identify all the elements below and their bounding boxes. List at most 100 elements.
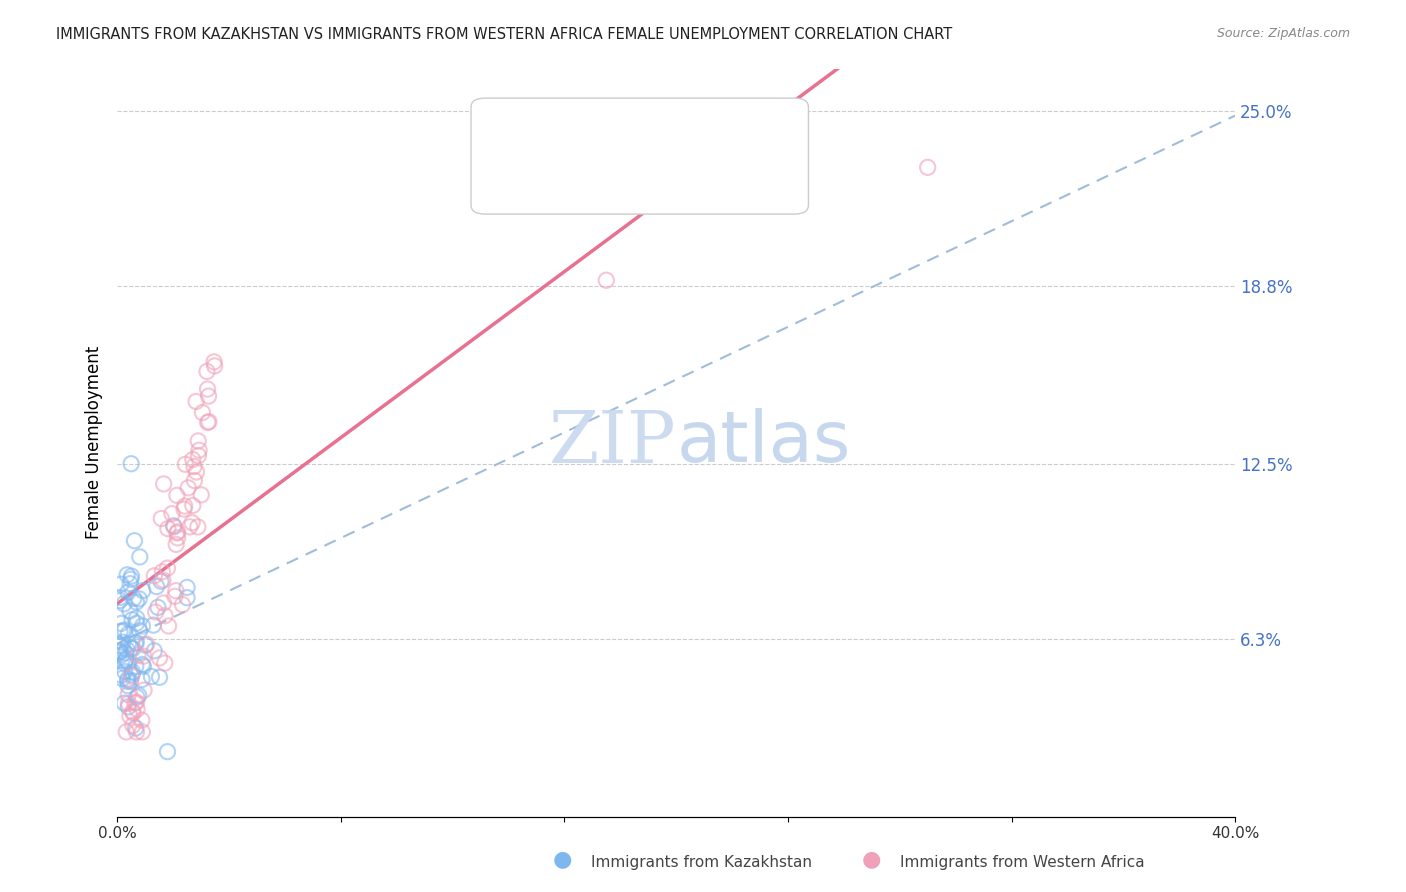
Immigrants from Kazakhstan (108, 624, 131, 639)
Immigrants from Western Africa (145, 605, 167, 619)
Immigrants from Kazakhstan (117, 699, 139, 714)
Immigrants from Kazakhstan (124, 636, 146, 650)
Immigrants from Kazakhstan (122, 591, 145, 606)
Immigrants from Kazakhstan (120, 457, 142, 471)
Immigrants from Western Africa (179, 520, 201, 534)
Immigrants from Kazakhstan (128, 624, 150, 638)
Immigrants from Western Africa (187, 449, 209, 463)
Immigrants from Western Africa (121, 669, 143, 683)
Immigrants from Western Africa (160, 507, 183, 521)
Text: 0.267: 0.267 (586, 125, 644, 143)
Immigrants from Kazakhstan (117, 655, 139, 669)
Immigrants from Kazakhstan (125, 616, 148, 631)
Immigrants from Kazakhstan (114, 646, 136, 660)
Immigrants from Western Africa (181, 452, 204, 467)
Immigrants from Kazakhstan (131, 657, 153, 672)
Immigrants from Kazakhstan (108, 593, 131, 607)
Immigrants from Kazakhstan (111, 648, 134, 662)
Immigrants from Western Africa (183, 474, 205, 488)
Immigrants from Western Africa (187, 520, 209, 534)
Bar (498, 161, 527, 187)
Immigrants from Kazakhstan (120, 576, 142, 591)
Immigrants from Western Africa (125, 702, 148, 716)
Immigrants from Kazakhstan (117, 585, 139, 599)
Immigrants from Western Africa (122, 718, 145, 732)
Immigrants from Kazakhstan (128, 689, 150, 703)
Immigrants from Western Africa (166, 524, 188, 539)
Immigrants from Kazakhstan (132, 659, 155, 673)
Immigrants from Western Africa (188, 443, 211, 458)
Immigrants from Western Africa (127, 648, 149, 663)
Immigrants from Kazakhstan (145, 580, 167, 594)
Text: Immigrants from Western Africa: Immigrants from Western Africa (900, 855, 1144, 870)
Text: Immigrants from Kazakhstan: Immigrants from Kazakhstan (591, 855, 811, 870)
Immigrants from Western Africa (173, 502, 195, 516)
Immigrants from Kazakhstan (121, 667, 143, 681)
Text: N =: N = (675, 165, 716, 183)
Immigrants from Kazakhstan (111, 624, 134, 638)
Immigrants from Kazakhstan (125, 595, 148, 609)
Immigrants from Western Africa (125, 695, 148, 709)
Immigrants from Kazakhstan (149, 574, 172, 589)
Immigrants from Kazakhstan (108, 591, 131, 605)
Immigrants from Kazakhstan (124, 721, 146, 735)
Immigrants from Western Africa (156, 561, 179, 575)
Text: atlas: atlas (676, 408, 851, 477)
Text: Source: ZipAtlas.com: Source: ZipAtlas.com (1216, 27, 1350, 40)
Immigrants from Kazakhstan (117, 637, 139, 651)
Immigrants from Kazakhstan (162, 518, 184, 533)
Immigrants from Kazakhstan (131, 673, 153, 687)
Immigrants from Western Africa (197, 382, 219, 396)
Immigrants from Western Africa (152, 573, 174, 587)
Immigrants from Western Africa (187, 434, 209, 448)
Immigrants from Kazakhstan (114, 623, 136, 637)
Immigrants from Western Africa (181, 516, 204, 530)
Text: IMMIGRANTS FROM KAZAKHSTAN VS IMMIGRANTS FROM WESTERN AFRICA FEMALE UNEMPLOYMENT: IMMIGRANTS FROM KAZAKHSTAN VS IMMIGRANTS… (56, 27, 952, 42)
Immigrants from Western Africa (115, 725, 138, 739)
Immigrants from Western Africa (183, 459, 205, 474)
Immigrants from Kazakhstan (128, 549, 150, 564)
Immigrants from Western Africa (204, 359, 226, 373)
Immigrants from Western Africa (173, 499, 195, 513)
Immigrants from Kazakhstan (120, 674, 142, 689)
Immigrants from Western Africa (190, 488, 212, 502)
Immigrants from Kazakhstan (110, 668, 132, 682)
Immigrants from Western Africa (132, 649, 155, 664)
Immigrants from Western Africa (197, 416, 219, 430)
Immigrants from Western Africa (156, 522, 179, 536)
Immigrants from Kazakhstan (111, 672, 134, 686)
Immigrants from Kazakhstan (117, 672, 139, 686)
Immigrants from Western Africa (143, 568, 166, 582)
Immigrants from Kazakhstan (115, 567, 138, 582)
Text: 68: 68 (720, 165, 745, 183)
Immigrants from Kazakhstan (141, 669, 163, 683)
Text: ●: ● (553, 850, 572, 870)
Immigrants from Kazakhstan (114, 665, 136, 679)
Immigrants from Kazakhstan (146, 600, 169, 615)
Immigrants from Western Africa (163, 590, 186, 604)
Immigrants from Western Africa (166, 488, 188, 502)
Immigrants from Kazakhstan (108, 645, 131, 659)
Immigrants from Western Africa (117, 688, 139, 702)
Immigrants from Kazakhstan (117, 627, 139, 641)
Immigrants from Kazakhstan (118, 604, 141, 618)
Immigrants from Western Africa (131, 725, 153, 739)
Immigrants from Kazakhstan (125, 690, 148, 704)
Immigrants from Western Africa (191, 405, 214, 419)
Immigrants from Western Africa (124, 696, 146, 710)
Text: R =: R = (543, 165, 581, 183)
Immigrants from Western Africa (163, 520, 186, 534)
Immigrants from Western Africa (118, 709, 141, 723)
Immigrants from Kazakhstan (115, 642, 138, 657)
Immigrants from Kazakhstan (124, 533, 146, 548)
Immigrants from Kazakhstan (117, 679, 139, 693)
Immigrants from Kazakhstan (120, 641, 142, 656)
Point (917, 161, 939, 175)
Immigrants from Kazakhstan (114, 656, 136, 670)
Immigrants from Kazakhstan (122, 641, 145, 656)
Immigrants from Kazakhstan (132, 583, 155, 598)
Immigrants from Kazakhstan (148, 670, 170, 684)
Immigrants from Kazakhstan (114, 654, 136, 668)
Immigrants from Kazakhstan (125, 611, 148, 625)
Immigrants from Western Africa (121, 705, 143, 719)
